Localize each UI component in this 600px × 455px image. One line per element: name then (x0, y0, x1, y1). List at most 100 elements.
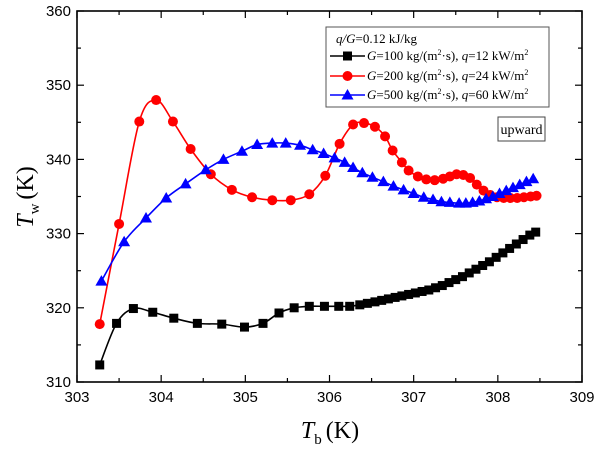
data-point (444, 278, 454, 288)
y-axis-title: Tw (K) (13, 166, 43, 228)
legend-label-part: =500 kg/(m (376, 87, 437, 102)
legend-label-part: 2 (524, 48, 528, 57)
data-point (437, 281, 447, 291)
data-point (390, 292, 400, 302)
data-point (505, 243, 515, 253)
data-point (397, 183, 410, 195)
series-line (98, 99, 537, 325)
data-point (317, 147, 330, 158)
data-point (169, 313, 179, 323)
data-point (226, 184, 237, 195)
legend-label-part: q (462, 48, 469, 63)
legend-label-part: 2 (438, 68, 442, 77)
x-tick-label: 309 (569, 389, 594, 406)
data-point (421, 174, 432, 185)
data-point (356, 166, 369, 178)
data-point (334, 138, 345, 149)
data-point (140, 212, 153, 223)
legend-label-part: ·s), (442, 48, 462, 63)
x-tick-label: 305 (233, 389, 258, 406)
data-point (179, 177, 192, 189)
legend-label-part: 2 (438, 87, 442, 96)
data-point (404, 289, 414, 299)
data-point (396, 157, 407, 168)
data-point (383, 294, 393, 304)
legend-label-part: =12 kW/m (468, 48, 524, 63)
data-point (457, 272, 467, 282)
legend-header-qg: q/G (336, 31, 356, 46)
series-square (95, 227, 541, 370)
legend-label: G=200 kg/(m2·s), q=24 kW/m2 (367, 68, 528, 83)
data-point (451, 275, 461, 285)
series-line (100, 142, 534, 282)
data-point (199, 163, 212, 175)
x-axis-unit: (K) (326, 418, 359, 444)
y-tick-label: 340 (46, 151, 71, 168)
data-point (192, 318, 202, 328)
data-point (471, 179, 482, 190)
series-line (98, 231, 537, 366)
data-point (289, 303, 299, 313)
data-point (435, 195, 448, 207)
data-point (410, 288, 420, 298)
data-point (478, 261, 488, 271)
data-point (493, 187, 506, 199)
legend-frame (325, 26, 550, 108)
legend-label-part: G (367, 68, 377, 83)
legend-entry: G=100 kg/(m2·s), q=12 kW/m2 (330, 48, 528, 63)
data-point (274, 308, 284, 318)
legend-label-part: =200 kg/(m (376, 68, 437, 83)
data-point (417, 191, 430, 202)
data-point (94, 319, 105, 330)
data-point (95, 275, 108, 286)
legend-label-part: 2 (438, 48, 442, 57)
data-point (347, 161, 360, 173)
data-point (491, 252, 501, 262)
legend-entry: G=200 kg/(m2·s), q=24 kW/m2 (330, 68, 528, 83)
data-point (235, 145, 248, 156)
legend-label-part: 2 (524, 68, 528, 77)
data-point (464, 268, 474, 278)
data-point (279, 137, 292, 148)
legend-label-part: =100 kg/(m (376, 48, 437, 63)
data-point (429, 175, 440, 186)
x-tick-label: 303 (64, 389, 89, 406)
legend-label-part: ·s), (442, 68, 462, 83)
legend-label-part: G (367, 48, 377, 63)
legend-header: q/G=0.12 kJ/kg (336, 31, 418, 46)
legend-entry: G=500 kg/(m2·s), q=60 kW/m2 (330, 87, 528, 102)
legend-marker (341, 89, 354, 100)
data-point (359, 118, 370, 129)
data-point (366, 171, 379, 182)
data-point (362, 298, 372, 308)
x-tick-label: 304 (149, 389, 174, 406)
axes: 303 304 305 306 307 308 309 310 320 330 340 350 360 (46, 3, 595, 406)
data-point (328, 151, 341, 163)
data-point (377, 295, 387, 305)
legend-label-part: =60 kW/m (468, 87, 524, 102)
data-point (217, 319, 227, 329)
data-point (112, 318, 122, 328)
data-point (355, 300, 365, 310)
data-point (465, 172, 476, 183)
data-point (239, 322, 249, 332)
data-point (345, 301, 355, 311)
data-point (431, 283, 441, 293)
data-point (531, 190, 542, 201)
data-point (498, 248, 508, 258)
data-point (114, 218, 125, 229)
data-point (471, 264, 481, 274)
x-tick-label: 307 (401, 389, 426, 406)
data-point (247, 192, 258, 203)
legend-label-part: =24 kW/m (468, 68, 524, 83)
data-point (424, 285, 434, 295)
data-point (412, 171, 423, 182)
data-point (348, 119, 359, 130)
legend-label-part: G (367, 87, 377, 102)
legend-marker (343, 51, 352, 61)
data-point (160, 191, 173, 203)
x-axis-symbol: T (301, 418, 316, 444)
series-group (94, 95, 542, 370)
data-point (397, 291, 407, 301)
legend-label: G=500 kg/(m2·s), q=60 kW/m2 (367, 87, 528, 102)
